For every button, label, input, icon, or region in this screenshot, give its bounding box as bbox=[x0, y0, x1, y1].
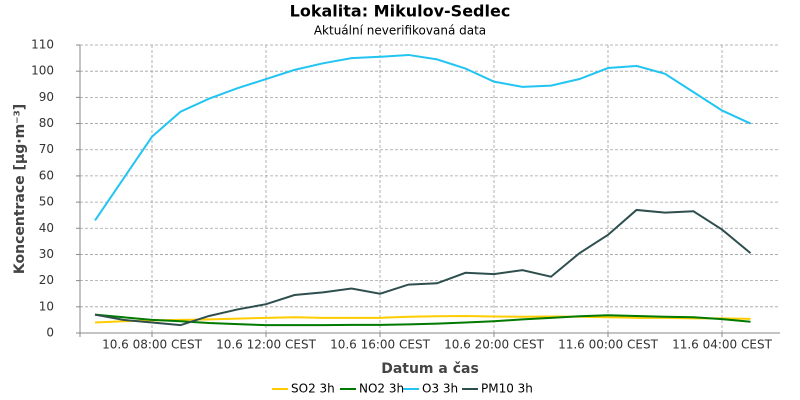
legend-label: PM10 3h bbox=[481, 382, 533, 396]
series-line bbox=[94, 313, 751, 327]
series-line bbox=[94, 314, 751, 324]
y-tick-label: 20 bbox=[39, 273, 54, 287]
y-tick-label: 110 bbox=[31, 38, 54, 52]
x-tick-label: 10.6 08:00 CEST bbox=[102, 338, 203, 352]
chart-title: Lokalita: Mikulov-Sedlec bbox=[290, 2, 511, 21]
series-line bbox=[94, 53, 751, 221]
legend-label: O3 3h bbox=[422, 382, 458, 396]
chart-subtitle: Aktuální neverifikovaná data bbox=[314, 24, 486, 38]
y-tick-label: 80 bbox=[39, 116, 54, 130]
y-tick-label: 70 bbox=[39, 142, 54, 156]
y-tick-label: 60 bbox=[39, 168, 54, 182]
x-tick-label: 10.6 12:00 CEST bbox=[216, 338, 317, 352]
y-axis-label: Koncentrace [µg·m⁻³] bbox=[12, 104, 28, 274]
y-tick-label: 50 bbox=[39, 195, 54, 209]
series-line bbox=[94, 208, 752, 327]
y-tick-label: 0 bbox=[46, 326, 54, 340]
y-tick-label: 90 bbox=[39, 90, 54, 104]
y-tick-label: 10 bbox=[39, 299, 54, 313]
legend-label: NO2 3h bbox=[359, 382, 404, 396]
x-axis-label: Datum a čas bbox=[381, 361, 479, 377]
x-tick-label: 10.6 16:00 CEST bbox=[330, 338, 431, 352]
y-tick-label: 30 bbox=[39, 247, 54, 261]
legend-label: SO2 3h bbox=[291, 382, 335, 396]
x-tick-label: 10.6 20:00 CEST bbox=[444, 338, 545, 352]
y-tick-label: 40 bbox=[39, 221, 54, 235]
x-tick-label: 11.6 00:00 CEST bbox=[558, 338, 659, 352]
y-tick-label: 100 bbox=[31, 64, 54, 78]
x-tick-label: 11.6 04:00 CEST bbox=[672, 338, 773, 352]
